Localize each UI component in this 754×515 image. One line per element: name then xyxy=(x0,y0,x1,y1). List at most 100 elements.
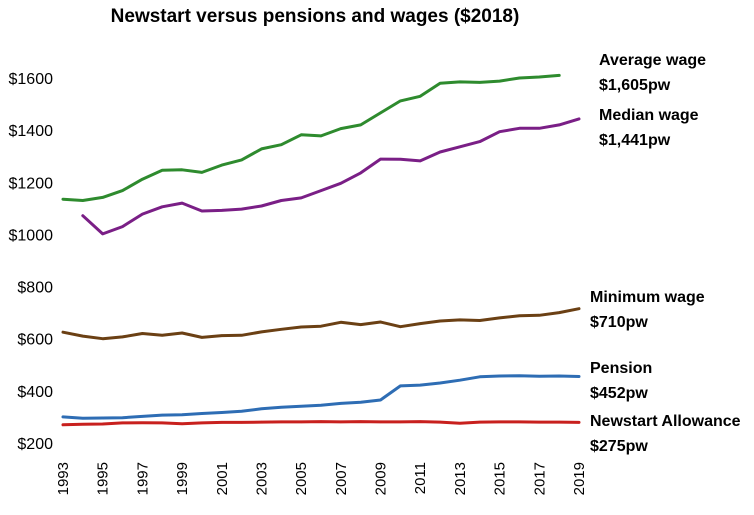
data-point xyxy=(101,422,104,426)
data-point xyxy=(399,325,402,328)
data-point xyxy=(339,182,342,185)
x-tick-label: 2013 xyxy=(452,462,469,495)
data-point xyxy=(518,76,521,80)
data-point xyxy=(260,407,263,410)
data-point xyxy=(538,420,541,424)
data-point xyxy=(379,420,382,424)
y-tick-label: $1200 xyxy=(9,175,54,192)
data-point xyxy=(419,383,422,387)
x-tick-label: 2019 xyxy=(571,462,588,495)
data-point xyxy=(359,323,362,326)
data-point xyxy=(220,411,223,414)
data-point xyxy=(498,79,501,83)
data-point xyxy=(101,416,104,420)
data-point xyxy=(300,420,303,424)
data-point xyxy=(419,420,422,423)
data-point xyxy=(161,205,164,208)
data-point xyxy=(478,81,481,84)
data-point xyxy=(478,420,481,424)
data-point xyxy=(81,334,85,338)
data-point xyxy=(141,415,144,418)
series-labels: Average wage $1,605pw Median wage $1,441pw M… xyxy=(590,52,741,455)
data-point xyxy=(577,307,581,310)
data-point xyxy=(339,127,342,130)
data-point xyxy=(240,334,243,337)
data-point xyxy=(458,318,462,322)
x-tick-label: 2005 xyxy=(293,462,310,495)
data-point xyxy=(81,199,85,202)
series-name-label: Pension xyxy=(590,360,652,377)
data-point xyxy=(538,127,541,130)
data-point xyxy=(200,421,204,425)
data-point xyxy=(419,95,422,98)
data-point xyxy=(458,145,462,148)
data-point xyxy=(220,421,223,424)
data-point xyxy=(280,199,283,202)
data-point xyxy=(260,147,263,151)
data-point xyxy=(81,423,85,426)
data-point xyxy=(379,320,382,324)
data-point xyxy=(161,334,164,337)
data-point xyxy=(220,209,223,212)
data-point xyxy=(180,201,184,205)
data-point xyxy=(339,402,342,405)
data-point xyxy=(260,204,263,208)
data-point xyxy=(458,80,462,84)
data-point xyxy=(538,314,541,317)
data-point xyxy=(200,209,204,213)
data-point xyxy=(478,140,481,143)
x-tick-label: 2015 xyxy=(492,462,509,495)
data-point xyxy=(300,133,303,136)
y-tick-label: $200 xyxy=(17,436,53,453)
y-tick-label: $600 xyxy=(17,332,53,349)
x-tick-label: 2007 xyxy=(333,462,350,495)
data-point xyxy=(438,150,442,154)
data-point xyxy=(498,420,501,424)
data-point xyxy=(558,123,561,127)
x-tick-label: 2011 xyxy=(412,462,429,494)
series-average-wage xyxy=(61,73,561,202)
data-point xyxy=(458,422,462,425)
data-point xyxy=(359,123,362,127)
series-value-label: $452pw xyxy=(590,385,648,402)
data-point xyxy=(161,413,164,417)
y-axis-ticks: $200 $400 $600 $800 $1000 $1200 $1400 $1600 xyxy=(9,71,54,453)
data-point xyxy=(518,374,521,377)
data-point xyxy=(359,420,362,423)
y-tick-label: $1600 xyxy=(9,71,54,88)
data-point xyxy=(141,421,144,424)
series-value-label: $1,441pw xyxy=(599,132,671,149)
y-tick-label: $1400 xyxy=(9,123,54,140)
data-point xyxy=(379,111,382,115)
data-point xyxy=(141,178,144,181)
data-point xyxy=(558,374,561,378)
data-point xyxy=(121,225,124,228)
data-point xyxy=(180,413,184,416)
data-point xyxy=(220,163,223,167)
x-tick-label: 2003 xyxy=(253,462,270,495)
data-point xyxy=(280,143,283,146)
data-point xyxy=(419,322,422,325)
data-point xyxy=(518,127,521,130)
data-point xyxy=(300,405,303,408)
data-point xyxy=(141,212,144,216)
data-point xyxy=(101,196,104,199)
data-point xyxy=(498,316,501,320)
series-name-label: Median wage xyxy=(599,107,699,124)
data-point xyxy=(180,422,184,425)
chart-title: Newstart versus pensions and wages ($201… xyxy=(111,6,520,27)
data-point xyxy=(577,375,581,378)
data-point xyxy=(577,421,581,424)
y-tick-label: $400 xyxy=(17,384,53,401)
series-name-label: Minimum wage xyxy=(590,289,705,306)
data-point xyxy=(300,325,303,329)
series-pension xyxy=(61,374,581,420)
series-line xyxy=(81,117,581,236)
data-point xyxy=(200,412,204,415)
series-line xyxy=(61,307,581,341)
data-point xyxy=(438,420,442,424)
data-point xyxy=(61,198,65,201)
data-point xyxy=(359,171,362,175)
data-point xyxy=(339,420,342,424)
